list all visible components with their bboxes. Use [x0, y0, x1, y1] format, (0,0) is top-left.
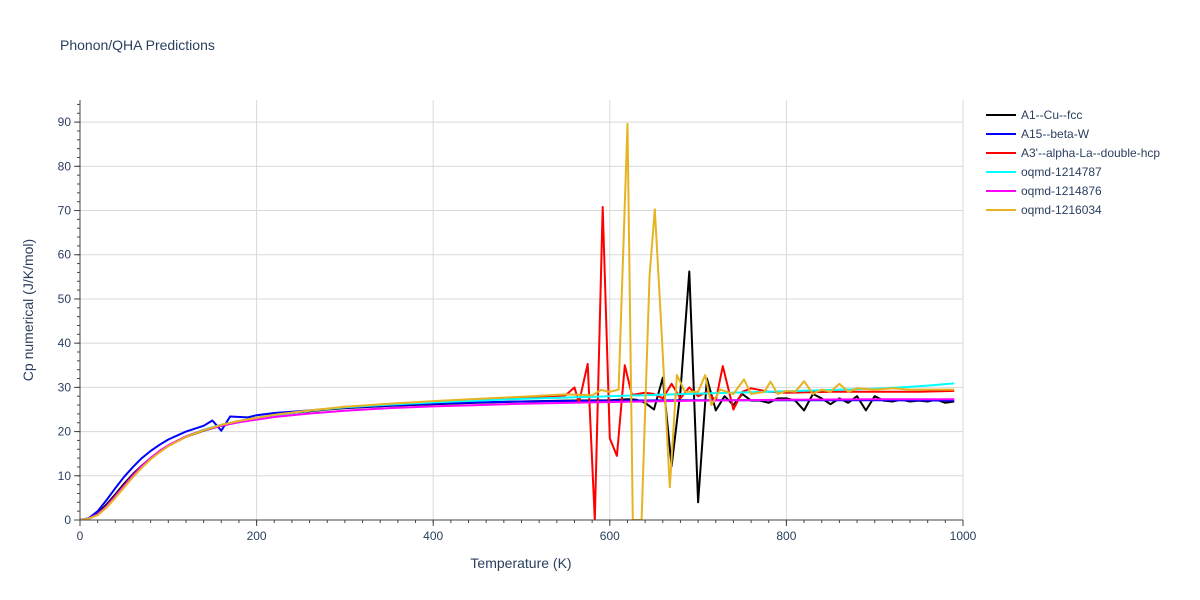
x-tick-label: 1000: [950, 529, 977, 543]
legend-label: A3'--alpha-La--double-hcp: [1021, 146, 1160, 160]
y-tick-label: 80: [58, 159, 72, 173]
series-line-1: [80, 270, 955, 520]
x-tick-label: 600: [600, 529, 620, 543]
chart-title: Phonon/QHA Predictions: [60, 37, 215, 53]
y-tick-label: 10: [58, 469, 72, 483]
legend-label: oqmd-1214787: [1021, 165, 1102, 179]
y-tick-label: 90: [58, 115, 72, 129]
legend-label: A1--Cu--fcc: [1021, 108, 1082, 122]
x-tick-label: 200: [247, 529, 267, 543]
series-line-3: [80, 206, 955, 520]
y-axis-title: Cp numerical (J/K/mol): [20, 239, 36, 381]
y-tick-label: 0: [64, 513, 71, 527]
legend-item-5[interactable]: oqmd-1214876: [986, 184, 1102, 198]
x-axis-title: Temperature (K): [470, 555, 571, 571]
legend-item-4[interactable]: oqmd-1214787: [986, 165, 1102, 179]
x-tick-label: 0: [77, 529, 84, 543]
x-tick-label: 400: [423, 529, 443, 543]
y-tick-label: 30: [58, 380, 72, 394]
x-tick-label: 800: [776, 529, 796, 543]
y-tick-label: 50: [58, 292, 72, 306]
series-line-5: [80, 398, 955, 520]
y-tick-label: 60: [58, 248, 72, 262]
legend-item-1[interactable]: A1--Cu--fcc: [986, 108, 1082, 122]
plot-series: [80, 122, 955, 520]
axes: 0 10 20 30 40 50 60 70 80 90 0 200 400 600 800 1000: [58, 100, 977, 543]
legend-label: A15--beta-W: [1021, 127, 1090, 141]
legend-item-2[interactable]: A15--beta-W: [986, 127, 1090, 141]
legend[interactable]: A1--Cu--fcc A15--beta-W A3'--alpha-La--dou…: [986, 108, 1160, 217]
y-tick-label: 40: [58, 336, 72, 350]
series-line-2: [80, 399, 955, 520]
legend-label: oqmd-1214876: [1021, 184, 1102, 198]
grid-lines: [80, 100, 964, 520]
legend-item-3[interactable]: A3'--alpha-La--double-hcp: [986, 146, 1160, 160]
legend-item-6[interactable]: oqmd-1216034: [986, 203, 1102, 217]
y-tick-label: 20: [58, 425, 72, 439]
series-line-6: [80, 122, 955, 520]
legend-label: oqmd-1216034: [1021, 203, 1102, 217]
y-tick-label: 70: [58, 204, 72, 218]
